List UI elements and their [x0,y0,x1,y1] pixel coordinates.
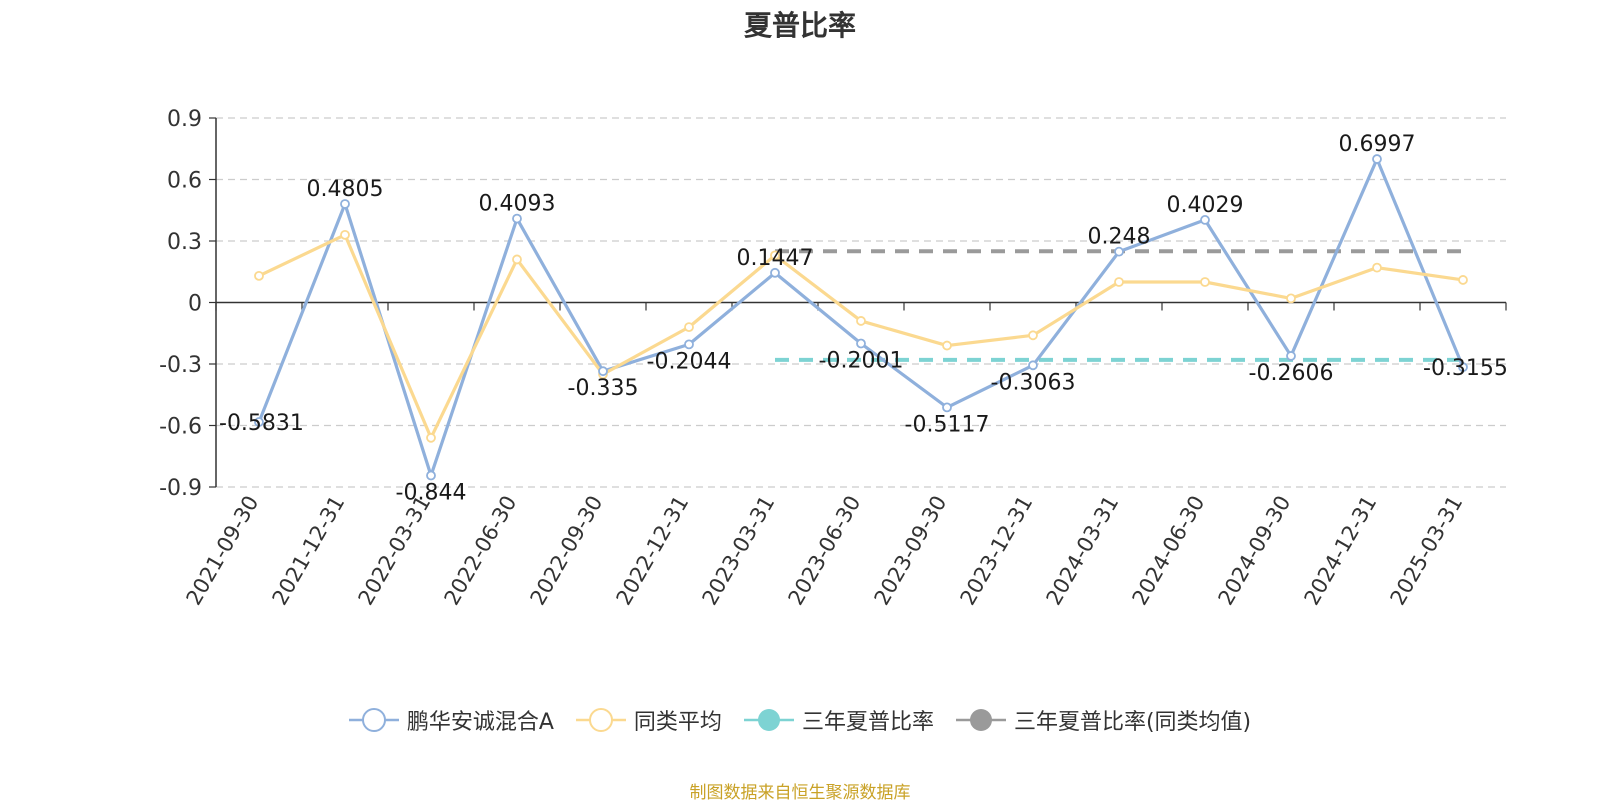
data-label: 0.248 [1088,225,1151,250]
data-point-peer-average [770,250,780,261]
legend-item-peer-average[interactable]: 同类平均 [575,704,722,736]
series-line-peer-average [258,233,1464,440]
data-point-fund [684,339,694,350]
data-point-fund [426,470,436,481]
legend-item-three-year-sharpe[interactable]: 三年夏普比率 [743,704,934,736]
legend: 鹏华安诚混合A 同类平均 三年夏普比率 三年夏普比率(同类均值) [0,704,1600,736]
legend-label-three-year-sharpe-peer: 三年夏普比率(同类均值) [1013,710,1252,735]
data-point-fund [1372,154,1382,164]
legend-item-fund[interactable]: 鹏华安诚混合A [348,704,554,736]
data-label: 0.4805 [307,177,384,202]
x-tick-label: 2024-09-30 [1214,492,1296,610]
data-label: -0.3155 [1423,356,1508,381]
data-label: -0.5117 [905,412,990,437]
data-label: -0.335 [568,376,639,401]
data-point-fund [1114,246,1124,257]
data-point-peer-average [426,432,436,443]
data-label: -0.5831 [219,411,304,436]
data-point-fund [512,213,522,224]
x-tick-label: 2022-03-31 [354,492,436,610]
x-tick-label: 2024-12-31 [1300,492,1382,610]
x-tick-label: 2022-12-31 [612,492,694,610]
data-label: -0.2001 [819,349,904,374]
legend-marker [969,709,992,731]
legend-swatch-fund [348,708,399,732]
y-tick-label: 0.3 [167,230,202,255]
data-label: -0.2606 [1249,361,1334,386]
data-point-peer-average [1114,277,1124,287]
legend-label-peer-average: 同类平均 [633,710,722,735]
source-note: 制图数据来自恒生聚源数据库 [689,783,911,803]
data-label: 0.6997 [1339,132,1416,157]
data-point-peer-average [512,254,522,265]
x-tick-label: 2023-06-30 [784,492,866,610]
data-point-peer-average [1458,275,1468,285]
data-point-fund [254,417,264,427]
x-tick-label: 2022-06-30 [440,492,522,610]
data-point-fund [1458,362,1468,373]
x-tick-label: 2021-12-31 [268,492,350,610]
data-point-fund [340,199,350,209]
data-point-fund [598,366,608,377]
y-tick-label: -0.3 [159,353,202,378]
legend-item-three-year-sharpe-peer[interactable]: 三年夏普比率(同类均值) [955,704,1252,736]
y-tick-label: 0 [188,292,202,317]
legend-label-three-year-sharpe: 三年夏普比率 [801,710,934,735]
legend-swatch-three-year-sharpe [743,709,794,731]
y-tick-label: 0.6 [167,169,202,194]
data-point-fund [856,338,866,349]
data-point-fund [942,402,952,413]
data-label: -0.3063 [991,370,1076,395]
data-label: 0.1447 [737,246,814,271]
x-tick-label: 2024-06-30 [1128,492,1210,610]
data-point-fund [1286,351,1296,361]
data-point-peer-average [856,316,866,326]
y-tick-label: 0.9 [167,107,202,132]
data-label: -0.844 [396,481,467,506]
data-point-fund [1200,215,1210,225]
data-label: 0.4093 [479,192,556,217]
data-point-peer-average [1286,293,1296,304]
data-point-fund [1028,360,1038,371]
data-point-peer-average [1372,262,1382,273]
x-tick-label: 2021-09-30 [182,492,264,610]
chart-plot: -0.9 -0.6 -0.3 0 0.3 0.6 0.9 2021-09-30 2021-12-… [159,107,1508,610]
y-tick-label: -0.9 [159,476,202,501]
x-tick-label: 2023-03-31 [698,492,780,610]
x-tick-label: 2023-12-31 [956,492,1038,610]
data-point-peer-average [1028,330,1038,341]
data-label: 0.4029 [1167,193,1244,218]
data-point-peer-average [340,229,350,240]
data-label: -0.2044 [647,349,732,374]
y-tick-label: -0.6 [159,415,202,440]
legend-swatch-three-year-sharpe-peer [955,709,1006,731]
legend-swatch-peer-average [575,708,626,732]
chart-title: 夏普比率 [743,9,856,42]
data-point-fund [770,267,780,278]
data-point-peer-average [1200,277,1210,287]
x-tick-label: 2023-09-30 [870,492,952,610]
data-point-peer-average [942,340,952,351]
data-point-peer-average [254,270,264,281]
legend-marker [361,708,386,732]
legend-marker [757,709,780,731]
legend-label-fund: 鹏华安诚混合A [406,710,554,735]
x-tick-label: 2024-03-31 [1042,492,1124,610]
x-tick-label: 2025-03-31 [1386,492,1468,610]
legend-marker [588,708,613,732]
data-point-peer-average [684,322,694,333]
x-tick-label: 2022-09-30 [526,492,608,610]
